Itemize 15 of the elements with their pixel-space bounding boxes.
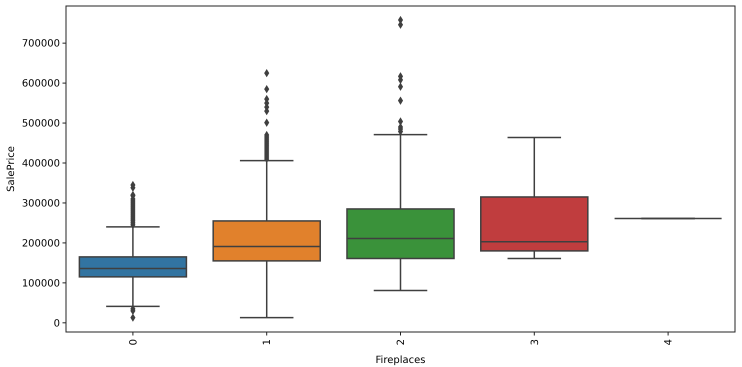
y-tick-label: 400000 (22, 158, 60, 170)
y-tick-label: 300000 (22, 198, 60, 210)
y-tick-label: 700000 (22, 38, 60, 50)
x-tick-label: 0 (128, 339, 140, 346)
y-tick-label: 100000 (22, 278, 60, 290)
y-tick-label: 500000 (22, 118, 60, 130)
y-axis-title: SalePrice (6, 146, 17, 192)
x-tick-label: 4 (664, 339, 675, 346)
x-axis-title: Fireplaces (376, 355, 426, 366)
x-tick-label: 2 (396, 339, 407, 346)
x-tick-label: 3 (530, 339, 541, 346)
y-tick-label: 200000 (22, 238, 60, 250)
y-tick-label: 0 (54, 318, 60, 330)
y-tick-label: 600000 (22, 78, 60, 90)
x-tick-label: 1 (262, 339, 274, 346)
